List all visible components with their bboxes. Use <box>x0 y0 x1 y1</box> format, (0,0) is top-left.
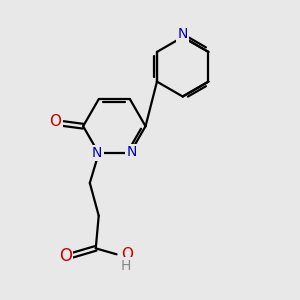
Text: N: N <box>92 146 102 160</box>
Text: O: O <box>50 114 61 129</box>
Text: O: O <box>121 247 133 262</box>
Text: O: O <box>58 247 72 265</box>
Text: H: H <box>121 259 131 273</box>
Text: N: N <box>178 27 188 41</box>
Text: N: N <box>126 145 136 159</box>
